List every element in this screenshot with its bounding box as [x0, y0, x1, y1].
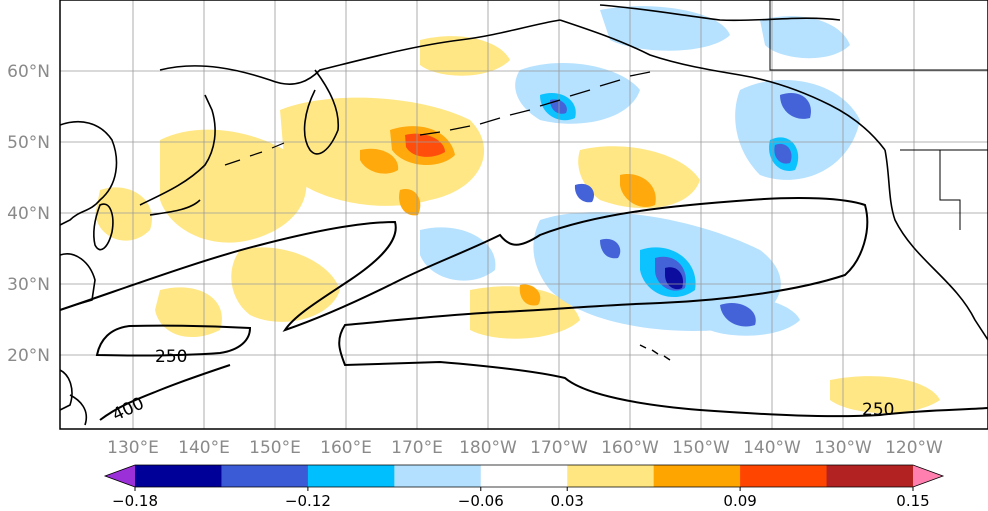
lon-axis: 130°E 140°E 150°E 160°E 170°E 180°W 170°…: [107, 438, 943, 458]
colorbar-swatch: [480, 465, 568, 487]
lon-label: 120°W: [885, 438, 943, 458]
lon-label: 140°W: [743, 438, 801, 458]
colorbar: −0.18 −0.12 −0.06 0.03 0.09 0.15: [103, 464, 945, 510]
lon-label: 160°W: [601, 438, 659, 458]
contour-label-250-west: 250: [155, 347, 187, 367]
colorbar-tick-label: 0.15: [896, 492, 929, 510]
lon-label: 140°E: [178, 438, 230, 458]
colorbar-tick-label: 0.03: [551, 492, 584, 510]
colorbar-swatch: [394, 465, 482, 487]
colorbar-swatch: [135, 465, 222, 487]
colorbar-swatch: [826, 465, 914, 487]
contour-label-250-east: 250: [862, 400, 894, 420]
lat-axis: 60°N 50°N 40°N 30°N 20°N: [7, 62, 50, 366]
colorbar-extend-min: [105, 465, 135, 487]
lon-label: 130°W: [814, 438, 872, 458]
map-panel: 250 400 250: [59, 0, 988, 430]
lon-label: 150°W: [672, 438, 730, 458]
colorbar-tick-label: −0.12: [285, 492, 331, 510]
colorbar-swatch: [221, 465, 309, 487]
colorbar-tick-label: −0.18: [112, 492, 158, 510]
lon-label: 180°W: [459, 438, 517, 458]
map-frame: [59, 0, 988, 430]
lon-label: 160°E: [320, 438, 372, 458]
lon-label: 170°E: [391, 438, 443, 458]
colorbar-swatch: [740, 465, 828, 487]
lon-label: 150°E: [249, 438, 301, 458]
jet-contours: [59, 196, 988, 421]
borders: [769, 0, 988, 230]
anomaly-field: [95, 6, 940, 414]
colorbar-tick-label: −0.06: [458, 492, 504, 510]
lat-label-20n: 20°N: [7, 346, 50, 366]
lat-label-30n: 30°N: [7, 275, 50, 295]
colorbar-swatch: [567, 465, 655, 487]
graticule: [60, 0, 988, 429]
colorbar-swatch: [307, 465, 395, 487]
lat-label-50n: 50°N: [7, 133, 50, 153]
lon-label: 130°E: [107, 438, 159, 458]
coastlines: [59, 4, 988, 426]
colorbar-swatch: [653, 465, 741, 487]
lon-label: 170°W: [530, 438, 588, 458]
colorbar-tick-label: 0.09: [723, 492, 756, 510]
colorbar-extend-max: [913, 465, 943, 487]
lat-label-40n: 40°N: [7, 204, 50, 224]
lat-label-60n: 60°N: [7, 62, 50, 82]
